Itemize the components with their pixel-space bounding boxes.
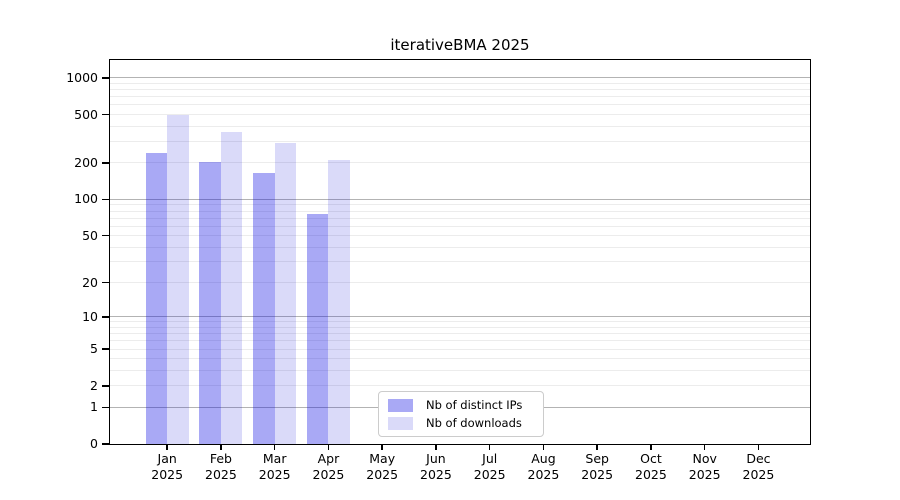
gridline-major xyxy=(110,316,810,318)
y-tick-label: 5 xyxy=(90,341,98,357)
y-tick xyxy=(101,198,109,201)
bar-nb-of-distinct-ips-apr-2025 xyxy=(306,213,329,444)
x-tick-label: Jan 2025 xyxy=(151,451,184,482)
y-tick-label: 10 xyxy=(82,308,98,324)
gridline-minor xyxy=(110,204,810,206)
gridline-minor xyxy=(110,327,810,329)
gridline-minor xyxy=(110,340,810,342)
y-tick-label: 200 xyxy=(74,154,98,170)
bar-nb-of-distinct-ips-feb-2025 xyxy=(199,161,221,444)
x-tick xyxy=(596,444,598,450)
x-tick-label: Aug 2025 xyxy=(527,451,560,482)
x-tick-label: May 2025 xyxy=(366,451,399,482)
gridline-minor xyxy=(110,225,810,227)
x-tick xyxy=(381,444,383,450)
x-tick xyxy=(166,444,168,450)
legend-swatch-nb-of-downloads xyxy=(388,416,413,430)
y-tick-label: 2 xyxy=(90,377,98,393)
x-tick-label: Mar 2025 xyxy=(258,451,291,482)
y-tick xyxy=(101,348,109,350)
y-tick xyxy=(101,162,109,164)
x-tick xyxy=(220,444,222,450)
gridline-minor xyxy=(110,282,810,284)
gridline-minor xyxy=(110,114,810,115)
legend-item: Nb of distinct IPs xyxy=(388,396,534,414)
y-tick-label: 500 xyxy=(74,106,98,122)
x-tick xyxy=(542,444,545,450)
bar-nb-of-downloads-feb-2025 xyxy=(220,131,243,444)
gridline-minor xyxy=(110,141,810,142)
x-tick xyxy=(703,444,706,450)
gridline-minor xyxy=(110,333,810,335)
x-tick-label: Sep 2025 xyxy=(581,451,614,482)
x-tick-label: Jul 2025 xyxy=(473,451,506,482)
gridline-minor xyxy=(110,217,810,219)
x-tick-label: Nov 2025 xyxy=(688,451,721,482)
legend-label: Nb of downloads xyxy=(426,416,522,430)
y-tick xyxy=(101,234,109,237)
gridline-minor xyxy=(110,385,810,387)
bar-nb-of-downloads-jan-2025 xyxy=(167,114,189,444)
gridline-minor xyxy=(110,96,810,98)
plot-area xyxy=(110,60,810,444)
bar-nb-of-downloads-apr-2025 xyxy=(328,159,350,444)
y-tick-label: 50 xyxy=(82,227,98,243)
y-tick xyxy=(101,385,109,387)
x-tick-label: Jun 2025 xyxy=(420,451,452,482)
gridline-minor xyxy=(110,162,810,164)
gridline-minor xyxy=(110,104,810,106)
gridline-major xyxy=(110,77,810,79)
x-tick-label: Oct 2025 xyxy=(635,451,667,482)
gridline-minor xyxy=(110,370,810,372)
chart-title: iterativeBMA 2025 xyxy=(390,36,530,54)
y-tick-label: 1 xyxy=(90,399,98,415)
legend-item: Nb of downloads xyxy=(388,414,534,432)
x-tick xyxy=(327,444,330,450)
gridline-minor xyxy=(110,89,810,91)
y-tick-label: 20 xyxy=(82,274,98,290)
x-tick-label: Apr 2025 xyxy=(312,451,345,482)
x-tick xyxy=(435,444,437,450)
legend-swatch-nb-of-distinct-ips xyxy=(388,398,413,412)
bar-nb-of-downloads-mar-2025 xyxy=(274,142,297,444)
y-tick xyxy=(101,281,109,284)
gridline-minor xyxy=(110,358,810,360)
gridline-major xyxy=(110,198,810,200)
gridline-minor xyxy=(110,82,810,84)
y-tick xyxy=(101,77,109,79)
y-tick-label: 1000 xyxy=(66,69,98,85)
x-tick xyxy=(757,444,760,450)
gridline-minor xyxy=(110,235,810,237)
bar-nb-of-distinct-ips-mar-2025 xyxy=(253,173,275,444)
bar-nb-of-distinct-ips-jan-2025 xyxy=(145,153,168,444)
y-tick xyxy=(101,113,109,116)
y-tick xyxy=(101,406,109,408)
x-tick xyxy=(488,444,491,450)
x-tick xyxy=(650,444,652,450)
gridline-minor xyxy=(110,210,810,212)
x-tick xyxy=(273,444,276,450)
gridline-minor xyxy=(110,348,810,350)
y-tick xyxy=(101,443,109,445)
x-tick-label: Dec 2025 xyxy=(742,451,775,482)
legend-label: Nb of distinct IPs xyxy=(426,398,523,412)
legend: Nb of distinct IPs Nb of downloads xyxy=(378,391,544,437)
x-tick-label: Feb 2025 xyxy=(205,451,237,482)
gridline-minor xyxy=(110,246,810,248)
gridline-minor xyxy=(110,321,810,323)
gridline-minor xyxy=(110,261,810,263)
gridline-minor xyxy=(110,125,810,127)
y-tick-label: 100 xyxy=(74,191,98,207)
y-tick xyxy=(101,316,109,318)
y-tick-label: 0 xyxy=(90,436,98,451)
